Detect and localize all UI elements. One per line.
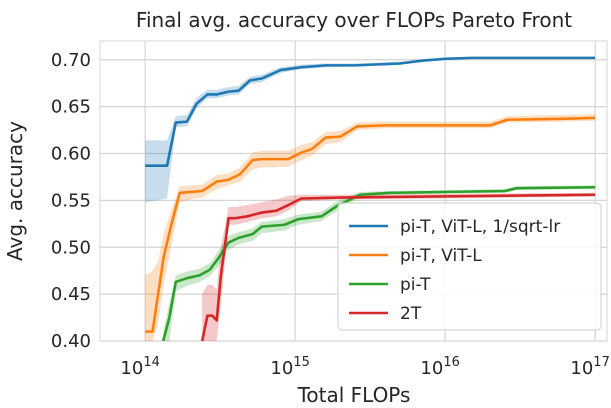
- legend-box: [337, 202, 602, 331]
- series-line-0: [145, 56, 596, 167]
- y-tick-label: 0.40: [51, 331, 91, 352]
- x-tick-exponent: 14: [143, 355, 160, 370]
- legend: pi-T, ViT-L, 1/sqrt-lr pi-T, ViT-L pi-T 2T: [337, 202, 602, 331]
- series-lines: [145, 56, 596, 341]
- x-tick-label: 1016: [420, 355, 459, 379]
- confidence-bands: [145, 56, 596, 341]
- x-tick-base: 10: [120, 358, 143, 379]
- x-tick-label: 1014: [120, 355, 159, 379]
- x-tick-label: 1015: [270, 355, 309, 379]
- y-axis-label: Avg. accuracy: [3, 121, 27, 261]
- legend-label: pi-T: [400, 275, 431, 295]
- y-tick-label: 0.50: [51, 237, 91, 258]
- x-tick-exponent: 17: [593, 355, 610, 370]
- x-tick-labels: 1014 1015 1016 1017: [120, 355, 609, 379]
- x-tick-base: 10: [420, 358, 443, 379]
- y-tick-label: 0.60: [51, 144, 91, 165]
- series-line-1: [145, 116, 596, 333]
- x-tick-label: 1017: [570, 355, 609, 379]
- y-tick-labels: 0.40 0.45 0.50 0.55 0.60 0.65 0.70: [51, 50, 91, 352]
- chart-title: Final avg. accuracy over FLOPs Pareto Fr…: [136, 8, 572, 32]
- x-tick-exponent: 15: [293, 355, 310, 370]
- x-tick-base: 10: [570, 358, 593, 379]
- legend-label: pi-T, ViT-L, 1/sqrt-lr: [400, 217, 560, 237]
- series-line-3: [200, 193, 596, 341]
- legend-label: pi-T, ViT-L: [400, 246, 482, 266]
- x-tick-exponent: 16: [443, 355, 460, 370]
- legend-label: 2T: [400, 304, 422, 324]
- confidence-band-2: [163, 185, 596, 341]
- x-tick-base: 10: [270, 358, 293, 379]
- series-line-2: [161, 185, 596, 341]
- y-tick-label: 0.65: [51, 97, 91, 118]
- confidence-band-3: [202, 192, 596, 341]
- y-tick-label: 0.45: [51, 284, 91, 305]
- y-tick-label: 0.55: [51, 190, 91, 211]
- y-tick-label: 0.70: [51, 50, 91, 71]
- x-axis-label: Total FLOPs: [297, 383, 411, 407]
